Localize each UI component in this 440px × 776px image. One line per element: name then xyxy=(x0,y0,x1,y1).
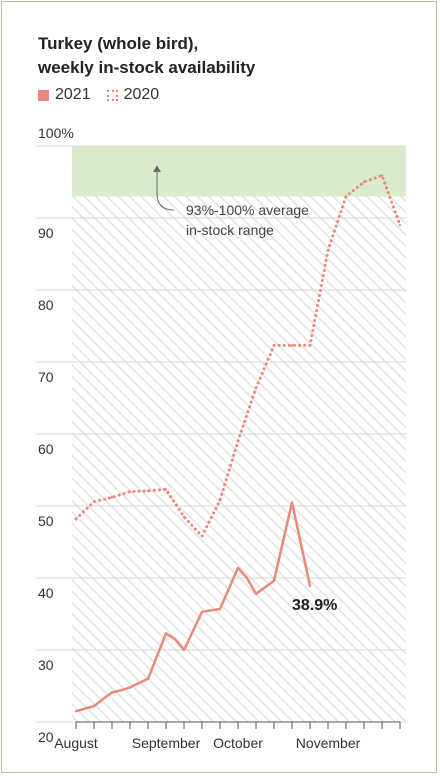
legend-swatch-solid xyxy=(38,89,49,101)
data-point-2020-1 xyxy=(92,500,96,503)
data-point-2021-16 xyxy=(272,579,276,583)
chart-title: Turkey (whole bird), weekly in-stock ava… xyxy=(38,32,255,80)
data-point-2021-14 xyxy=(245,576,249,580)
legend: 2021 2020 xyxy=(38,86,175,104)
y-tick-label-30: 30 xyxy=(38,657,54,673)
x-tick-label-november: November xyxy=(296,735,361,751)
y-tick-label-40: 40 xyxy=(38,585,54,601)
annotation-text-line-1: 93%-100% average xyxy=(186,202,309,218)
data-point-2020-3 xyxy=(128,490,132,493)
data-point-2020-10 xyxy=(254,386,258,390)
x-tick-label-august: August xyxy=(54,735,98,751)
end-value-label-2021: 38.9% xyxy=(292,597,337,614)
y-tick-label-20: 20 xyxy=(38,729,54,745)
data-point-2021-13 xyxy=(236,566,240,570)
data-point-2021-5 xyxy=(128,686,132,689)
annotation-text-line-2: in-stock range xyxy=(186,222,274,238)
data-point-2021-2 xyxy=(101,697,105,701)
average-range-band xyxy=(72,146,406,197)
y-tick-label-80: 80 xyxy=(38,297,54,313)
data-point-2021-18 xyxy=(308,584,312,588)
data-point-2020-9 xyxy=(236,440,240,443)
data-point-2021-17 xyxy=(290,501,294,504)
y-tick-label-90: 90 xyxy=(38,225,54,241)
data-point-2021-15 xyxy=(254,592,258,596)
y-tick-label-70: 70 xyxy=(38,369,54,385)
data-point-2021-3 xyxy=(110,691,114,694)
data-point-2020-13 xyxy=(308,344,312,347)
data-point-2020-16 xyxy=(362,180,366,184)
annotation-arrow-head xyxy=(153,165,161,172)
chart-title-line-1: Turkey (whole bird), xyxy=(38,34,199,53)
legend-label-2020: 2020 xyxy=(123,86,160,103)
data-point-2021-9 xyxy=(182,648,186,652)
y-tick-label-50: 50 xyxy=(38,513,54,529)
data-point-2021-6 xyxy=(146,677,150,680)
data-point-2020-15 xyxy=(344,195,348,198)
data-point-2021-12 xyxy=(218,607,222,611)
data-point-2021-7 xyxy=(164,632,168,635)
data-point-2020-0 xyxy=(74,517,78,521)
data-point-2020-7 xyxy=(200,535,204,538)
x-tick-label-september: September xyxy=(132,735,201,751)
y-tick-label-100: 100% xyxy=(38,125,74,141)
data-point-2020-18 xyxy=(398,224,402,227)
legend-item-2020: 2020 xyxy=(106,86,160,104)
data-point-2021-4 xyxy=(119,689,123,692)
data-point-2020-11 xyxy=(272,344,276,347)
x-tick-label-october: October xyxy=(213,735,263,751)
legend-item-2021: 2021 xyxy=(38,86,91,104)
y-tick-label-60: 60 xyxy=(38,441,54,457)
data-point-2020-2 xyxy=(110,496,114,499)
data-point-2021-11 xyxy=(209,609,213,612)
data-point-2021-0 xyxy=(74,710,78,713)
data-point-2021-8 xyxy=(173,638,177,641)
legend-swatch-dotted xyxy=(106,89,118,101)
data-point-2020-14 xyxy=(326,249,330,252)
data-point-2020-5 xyxy=(164,488,168,491)
data-point-2020-6 xyxy=(182,515,186,518)
data-point-2020-4 xyxy=(146,489,150,493)
data-point-2021-1 xyxy=(92,704,96,708)
data-point-2020-12 xyxy=(290,344,294,347)
annotation-arrow-curve xyxy=(156,193,175,211)
chart-title-line-2: weekly in-stock availability xyxy=(38,58,256,77)
data-point-2020-8 xyxy=(218,499,222,502)
data-point-2020-17 xyxy=(380,174,384,177)
legend-label-2021: 2021 xyxy=(55,86,91,103)
data-point-2021-10 xyxy=(200,610,204,614)
